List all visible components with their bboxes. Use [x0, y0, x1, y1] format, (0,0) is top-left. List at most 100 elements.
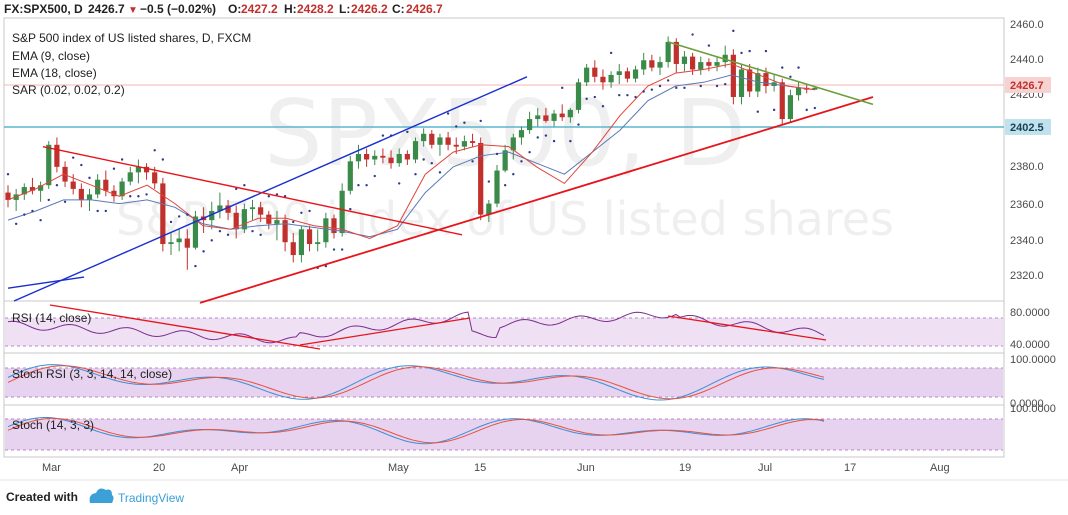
price-tick: 2340.0	[1010, 235, 1044, 247]
candle	[135, 159, 141, 184]
sar-dot	[120, 158, 124, 161]
candle	[412, 137, 419, 164]
low-value: 2426.2	[351, 2, 388, 16]
candle	[543, 108, 549, 123]
sar-dot	[186, 213, 189, 216]
candle	[404, 150, 410, 166]
sar-dot	[55, 184, 59, 187]
rsi-divergence-recent	[667, 315, 827, 341]
candle	[298, 225, 304, 263]
sar-dot	[691, 33, 694, 36]
candle	[559, 104, 565, 121]
candle	[779, 78, 785, 125]
candle	[592, 60, 598, 83]
sar-dot	[153, 149, 156, 152]
rsi-tick: 80.0000	[1010, 307, 1050, 319]
price-axis: 2460.0 2440.0 2420.0 2380.0 2360.0 2340.…	[1010, 19, 1044, 282]
price-tick: 2320.0	[1010, 270, 1044, 282]
candle	[225, 199, 231, 221]
candle	[494, 165, 500, 208]
sar-dot	[756, 110, 759, 113]
candle	[469, 133, 476, 147]
candle	[38, 181, 44, 202]
time-label: 20	[153, 462, 165, 474]
candle	[616, 63, 622, 85]
tradingview-link[interactable]: TradingView	[118, 491, 184, 505]
stochrsi-label: Stoch RSI (3, 3, 14, 14, close)	[12, 367, 172, 381]
watermark-description: S&P 500 index of US listed shares	[116, 192, 894, 246]
sar-dot	[398, 182, 401, 185]
candle	[421, 128, 427, 147]
sar-dot	[455, 125, 458, 128]
candle	[290, 233, 296, 263]
candle	[192, 210, 199, 250]
ema9-line	[7, 63, 815, 240]
high-value: 2428.2	[297, 2, 334, 16]
sar-dot	[349, 207, 352, 211]
candle	[641, 52, 647, 75]
sar-dot	[169, 220, 173, 224]
sar-dot	[202, 250, 205, 253]
sar-dot	[414, 173, 417, 176]
candle	[46, 141, 52, 189]
candle	[62, 161, 68, 188]
time-label: 17	[844, 462, 856, 474]
sar-dot	[471, 160, 474, 163]
sar-dot	[813, 106, 817, 110]
candle	[535, 108, 541, 127]
down-arrow-icon: ▼	[128, 5, 138, 16]
tradingview-cloud-icon[interactable]	[89, 488, 114, 503]
candle	[657, 56, 663, 75]
time-label: Jun	[577, 462, 595, 474]
candle	[551, 109, 557, 127]
sar-dot	[528, 150, 531, 154]
sar-dot	[308, 209, 311, 213]
sar-dot	[658, 84, 662, 88]
last-price-badge-text: 2426.7	[1010, 80, 1044, 92]
sar-dot	[259, 233, 262, 237]
candle	[738, 63, 745, 105]
sar-dot	[512, 173, 515, 176]
sar-dot	[618, 93, 621, 97]
sar-dot	[634, 95, 637, 99]
time-label: May	[388, 462, 409, 474]
sar-dot	[161, 158, 165, 161]
candle	[714, 56, 720, 72]
candle	[168, 233, 174, 256]
candle	[722, 45, 728, 68]
sar-dot	[805, 108, 808, 112]
rsi-divergence-up	[299, 317, 471, 346]
candle	[747, 63, 753, 98]
candle	[78, 183, 84, 208]
last-price-badge: 2426.7	[1005, 77, 1051, 93]
time-label: Aug	[930, 462, 950, 474]
candle	[388, 150, 394, 169]
sar-dot	[14, 222, 18, 226]
close-value: 2426.7	[406, 2, 443, 16]
sar-dot	[324, 264, 328, 268]
sar-dot	[63, 200, 67, 203]
candle	[380, 148, 386, 164]
candle	[364, 148, 370, 167]
stochrsi-tick: 100.0000	[1010, 354, 1056, 366]
candle	[266, 210, 272, 230]
candle	[795, 82, 802, 101]
sar-dot	[72, 156, 75, 159]
low-label: L:	[339, 2, 350, 16]
sar-dot	[340, 248, 344, 251]
time-label: Jul	[758, 462, 772, 474]
sar-dot	[577, 123, 580, 126]
close-label: C:	[392, 2, 405, 16]
sar-dot	[699, 84, 702, 88]
candle	[249, 199, 256, 221]
candle	[787, 89, 793, 123]
stochrsi-d-line	[7, 365, 825, 400]
time-label: Mar	[42, 462, 61, 474]
candle	[706, 58, 712, 72]
sar-dot	[642, 90, 645, 93]
level-badge: 2402.5	[1005, 119, 1051, 135]
sar-dot	[781, 66, 784, 69]
candle	[347, 155, 353, 195]
candle	[315, 229, 321, 252]
sar-dot	[748, 49, 751, 53]
